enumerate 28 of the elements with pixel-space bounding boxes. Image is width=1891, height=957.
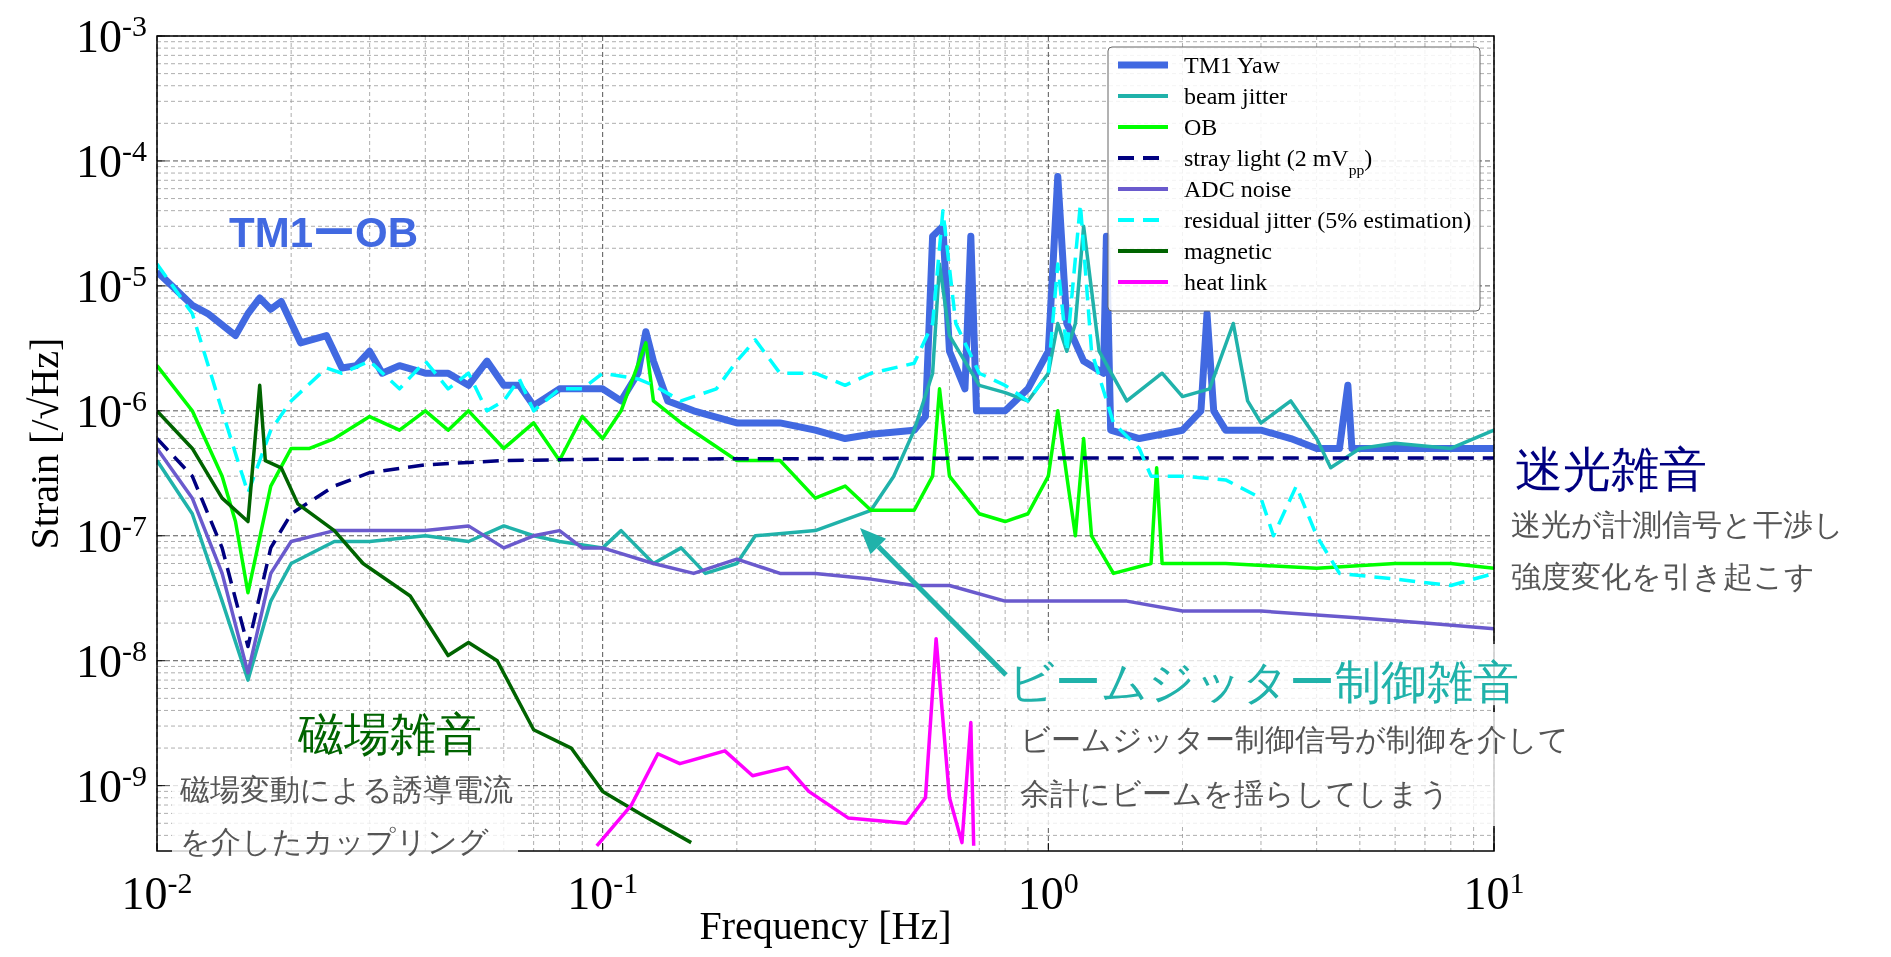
legend-label: OB	[1184, 114, 1218, 140]
annotation: TM1ーOB	[229, 209, 418, 256]
annotation: 磁場雑音	[297, 708, 482, 760]
legend-label: ADC noise	[1184, 176, 1292, 202]
y-tick-label: 10$^{-7}$	[76, 508, 148, 562]
annotation: 磁場変動による誘導電流を介したカップリング	[179, 773, 513, 858]
x-tick-label: 10$^{-2}$	[121, 865, 193, 919]
legend-label: TM1 Yaw	[1184, 52, 1281, 78]
x-tick-label: 10$^{1}$	[1463, 865, 1525, 919]
text: 迷光が計測信号と干渉し強度変化を引き起こす	[1511, 508, 1844, 593]
annotation: ビームジッター制御信号が制御を介して余計にビームを揺らしてしまう	[1020, 723, 1569, 810]
text: 迷光雑音	[1515, 443, 1707, 496]
y-tick-label: 10$^{-3}$	[76, 8, 147, 62]
y-tick-label: 10$^{-4}$	[76, 133, 148, 187]
x-tick-label: 10$^{-1}$	[567, 865, 639, 919]
legend-label: stray light (2 mV$_{pp}$)	[1184, 145, 1373, 178]
annotation: ビームジッター制御雑音	[1008, 656, 1519, 708]
legend-label: residual jitter (5% estimation)	[1184, 207, 1472, 233]
y-tick-label: 10$^{-6}$	[76, 383, 148, 437]
legend-label: beam jitter	[1184, 83, 1288, 109]
y-tick-label: 10$^{-9}$	[76, 758, 147, 812]
x-tick-label: 10$^{0}$	[1017, 865, 1079, 919]
x-axis-title: Frequency [Hz]	[699, 903, 952, 948]
legend-label: heat link	[1184, 269, 1268, 295]
legend-label: magnetic	[1184, 238, 1272, 264]
y-tick-label: 10$^{-8}$	[76, 633, 147, 687]
y-tick-label: 10$^{-5}$	[76, 258, 147, 312]
y-axis-title: Strain [/√Hz]	[22, 337, 67, 550]
